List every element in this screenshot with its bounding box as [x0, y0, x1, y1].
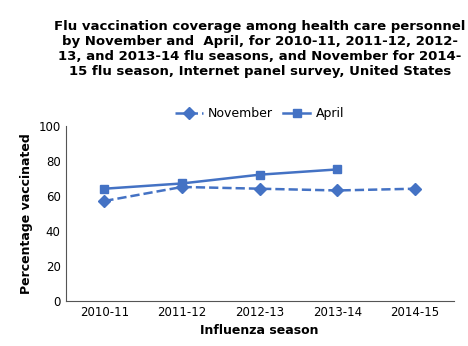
Legend: November, April: November, April [170, 102, 349, 125]
Y-axis label: Percentage vaccinated: Percentage vaccinated [20, 133, 33, 294]
Text: Flu vaccination coverage among health care personnel
by November and  April, for: Flu vaccination coverage among health ca… [54, 20, 466, 78]
X-axis label: Influenza season: Influenza season [200, 325, 319, 337]
